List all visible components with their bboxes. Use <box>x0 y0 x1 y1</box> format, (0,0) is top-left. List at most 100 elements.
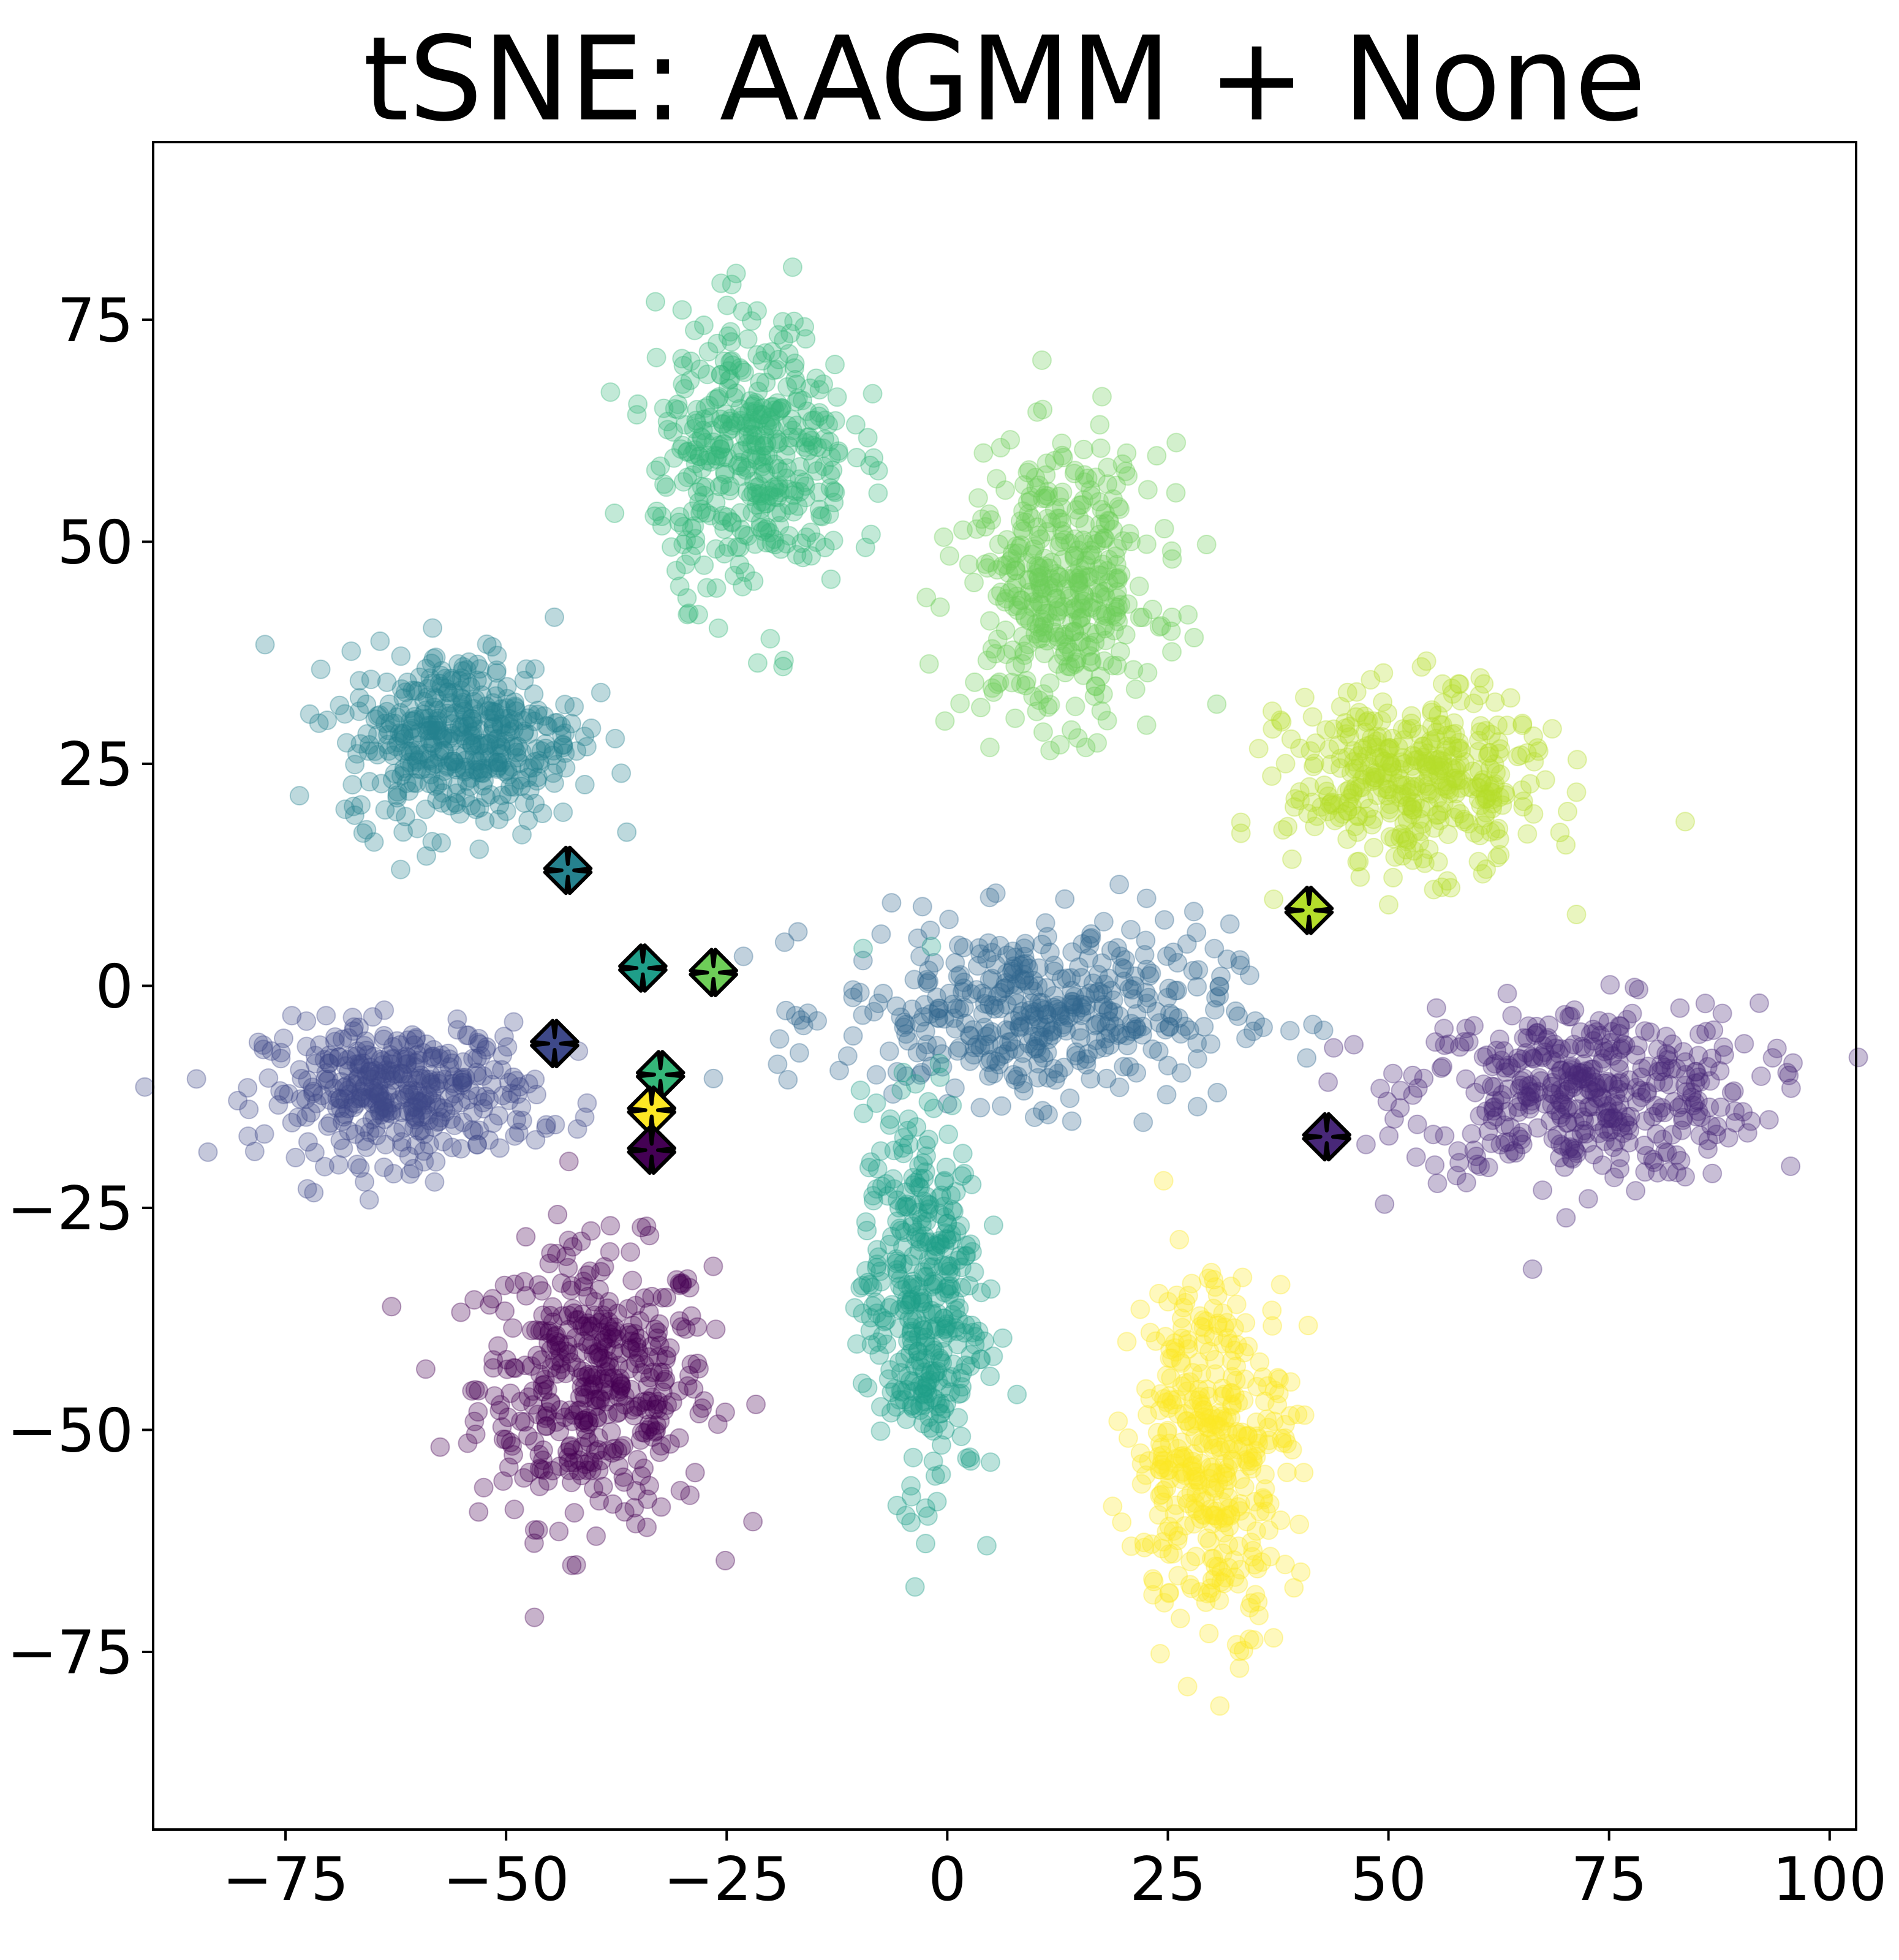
scatter-point-class-2 <box>424 1117 444 1137</box>
scatter-point-class-5 <box>853 1103 874 1123</box>
scatter-point-class-3 <box>1101 941 1121 960</box>
scatter-point-class-0 <box>660 1434 680 1454</box>
scatter-point-class-0 <box>564 1405 584 1425</box>
scatter-point-class-2 <box>238 1126 259 1147</box>
scatter-point-class-0 <box>582 1335 602 1355</box>
scatter-point-class-0 <box>589 1389 610 1408</box>
scatter-point-class-9 <box>1158 1292 1178 1312</box>
scatter-point-class-0 <box>619 1322 638 1343</box>
scatter-point-class-1 <box>1435 1035 1455 1055</box>
scatter-point-class-1 <box>1484 1077 1504 1097</box>
scatter-point-class-2 <box>407 1091 427 1111</box>
scatter-point-class-9 <box>1241 1593 1261 1613</box>
scatter-point-class-1 <box>1403 1085 1423 1105</box>
scatter-point-class-4 <box>472 758 493 778</box>
scatter-point-class-0 <box>622 1270 643 1291</box>
scatter-point-class-1 <box>1625 978 1645 998</box>
scatter-point-class-3 <box>1303 1014 1323 1035</box>
scatter-point-class-1 <box>1557 1113 1577 1133</box>
scatter-point-class-0 <box>608 1387 629 1407</box>
scatter-point-class-2 <box>452 1068 472 1088</box>
scatter-point-class-0 <box>596 1356 616 1376</box>
scatter-point-class-3 <box>1087 1014 1107 1035</box>
scatter-point-class-2 <box>393 1068 413 1088</box>
scatter-point-class-1 <box>1564 1035 1584 1055</box>
scatter-point-class-1 <box>1520 1095 1541 1115</box>
scatter-point-class-0 <box>591 1262 611 1282</box>
scatter-point-class-0 <box>630 1329 650 1349</box>
scatter-point-class-1 <box>1514 1028 1534 1048</box>
scatter-point-class-0 <box>635 1423 655 1443</box>
scatter-point-class-2 <box>493 1046 513 1065</box>
scatter-point-class-0 <box>614 1436 634 1456</box>
scatter-point-class-1 <box>1565 1112 1585 1133</box>
scatter-point-class-1 <box>1522 1091 1542 1111</box>
scatter-point-class-0 <box>591 1322 611 1343</box>
scatter-point-class-2 <box>475 1087 496 1106</box>
scatter-point-class-0 <box>535 1370 555 1390</box>
scatter-point-class-2 <box>455 1068 475 1088</box>
scatter-point-class-5 <box>856 1212 876 1232</box>
scatter-point-class-2 <box>407 1071 427 1091</box>
scatter-point-class-4 <box>553 802 573 823</box>
scatter-point-class-4 <box>349 671 369 691</box>
scatter-point-class-2 <box>355 1031 376 1051</box>
scatter-point-class-0 <box>483 1289 503 1309</box>
scatter-point-class-3 <box>1154 910 1174 930</box>
scatter-point-class-5 <box>949 1384 969 1404</box>
scatter-point-class-5 <box>896 1506 916 1526</box>
scatter-point-class-2 <box>329 1047 349 1067</box>
scatter-point-class-0 <box>672 1273 692 1293</box>
scatter-point-class-6 <box>732 406 752 426</box>
scatter-point-class-5 <box>992 1328 1013 1348</box>
scatter-point-class-2 <box>419 1110 439 1131</box>
scatter-point-class-0 <box>519 1463 540 1482</box>
scatter-point-class-2 <box>320 1090 340 1110</box>
scatter-point-class-5 <box>960 1447 980 1468</box>
x-tick-label: 0 <box>928 1845 966 1915</box>
scatter-point-class-0 <box>652 1287 673 1308</box>
scatter-point-class-9 <box>1245 1491 1265 1512</box>
scatter-point-class-6 <box>790 457 810 477</box>
scatter-point-class-2 <box>349 1054 369 1074</box>
scatter-point-class-4 <box>544 773 564 793</box>
scatter-point-class-2 <box>363 1094 383 1114</box>
scatter-point-class-1 <box>1587 1088 1607 1108</box>
scatter-point-class-2 <box>425 1172 445 1192</box>
scatter-point-class-2 <box>398 1075 418 1095</box>
scatter-point-class-1 <box>1608 1112 1628 1132</box>
scatter-point-class-8 <box>1513 791 1533 812</box>
scatter-point-class-0 <box>571 1368 591 1387</box>
scatter-point-class-0 <box>532 1376 553 1395</box>
scatter-point-class-1 <box>1563 1149 1583 1169</box>
scatter-point-class-0 <box>514 1468 534 1488</box>
scatter-point-class-1 <box>1478 1121 1498 1141</box>
scatter-point-class-1 <box>1598 1108 1618 1128</box>
scatter-point-class-9 <box>1177 1676 1198 1697</box>
scatter-point-class-6 <box>706 449 727 469</box>
scatter-point-class-1 <box>1632 1058 1652 1079</box>
scatter-point-class-1 <box>1653 1129 1673 1150</box>
scatter-point-class-9 <box>1178 1286 1198 1306</box>
scatter-point-class-4 <box>525 793 545 813</box>
scatter-point-class-1 <box>1658 1046 1678 1066</box>
scatter-point-class-5 <box>959 1276 979 1296</box>
scatter-point-class-2 <box>378 1102 398 1123</box>
scatter-point-class-0 <box>559 1319 578 1340</box>
scatter-point-class-9 <box>1264 1628 1283 1648</box>
scatter-point-class-5 <box>901 1487 921 1507</box>
scatter-point-class-2 <box>424 1040 444 1060</box>
scatter-point-class-0 <box>556 1341 576 1362</box>
scatter-point-class-1 <box>1518 1076 1538 1096</box>
scatter-point-class-2 <box>425 1077 445 1098</box>
scatter-point-class-8 <box>1476 859 1497 879</box>
scatter-point-class-1 <box>1476 1101 1496 1121</box>
scatter-point-class-2 <box>452 1072 472 1093</box>
scatter-point-class-9 <box>1229 1658 1250 1678</box>
scatter-point-class-0 <box>657 1287 677 1308</box>
scatter-point-class-7 <box>1162 607 1182 627</box>
scatter-point-class-6 <box>747 484 766 504</box>
scatter-point-class-2 <box>493 1085 513 1106</box>
scatter-point-class-2 <box>426 1152 446 1172</box>
scatter-point-class-0 <box>679 1278 700 1298</box>
